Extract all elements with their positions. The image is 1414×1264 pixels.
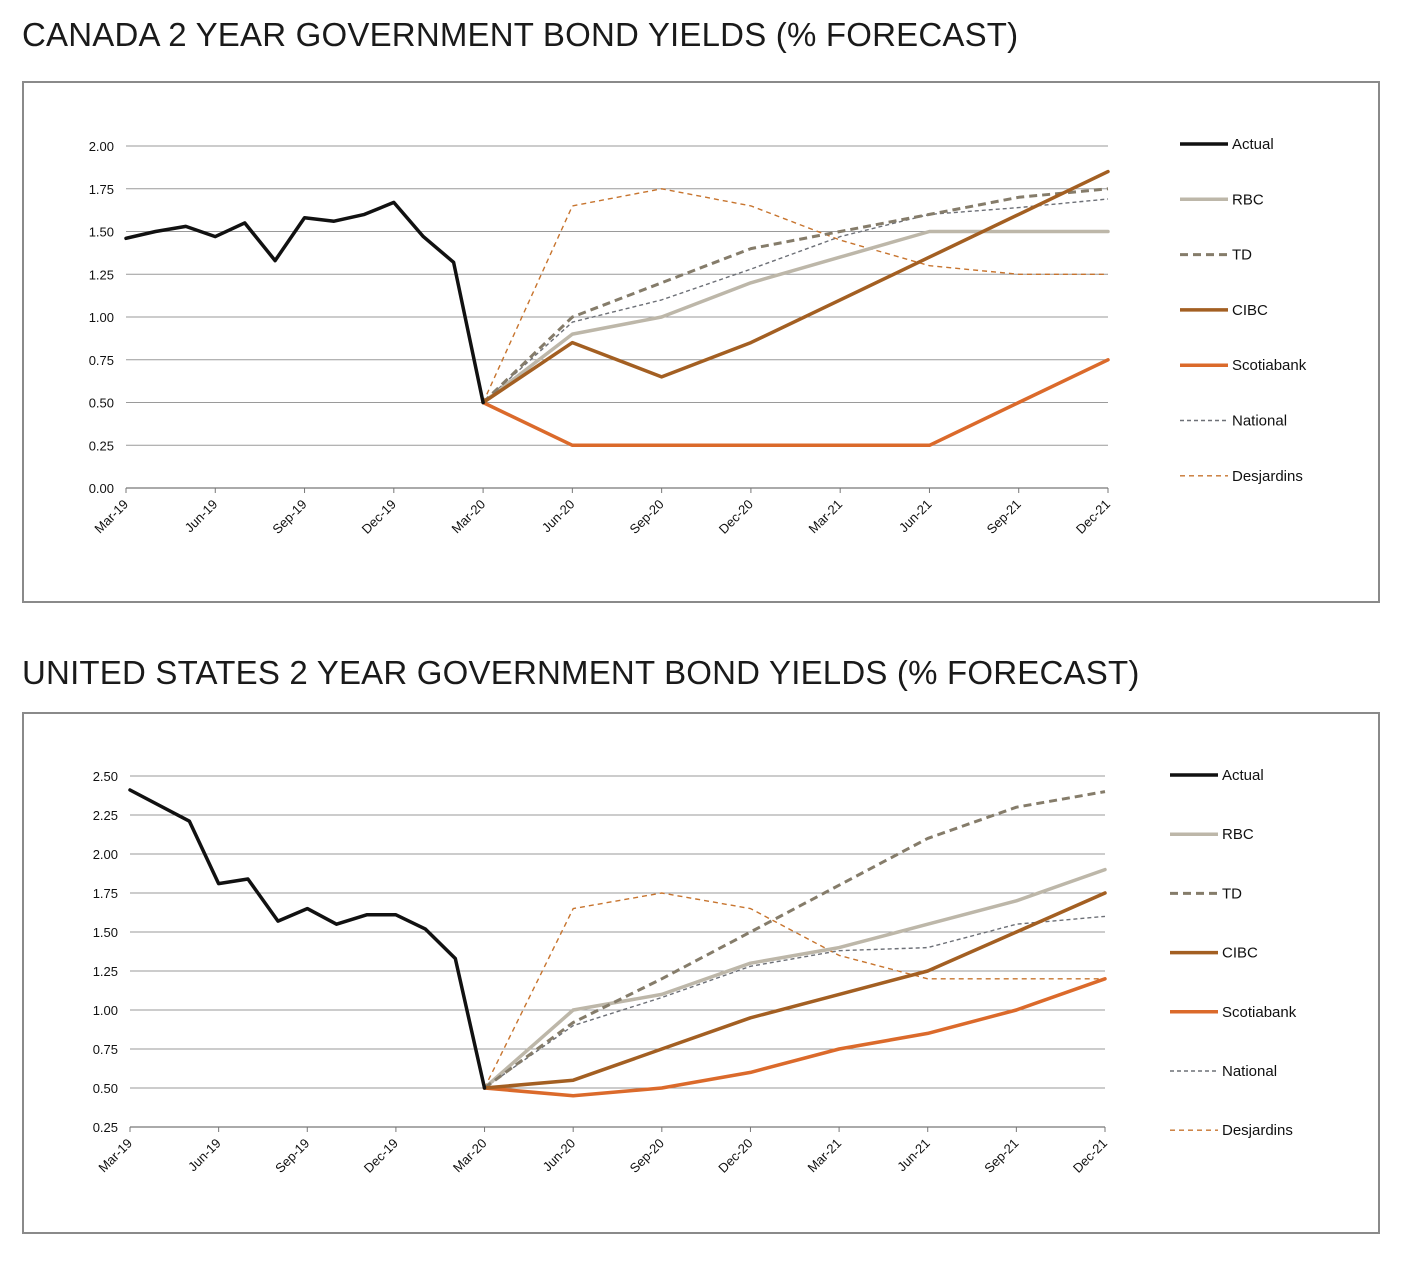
canada-series-rbc xyxy=(481,229,1110,405)
canada-legend-label-national: National xyxy=(1232,413,1287,430)
us-y-tick-label: 2.00 xyxy=(93,847,118,862)
us-chart-title: UNITED STATES 2 YEAR GOVERNMENT BOND YIE… xyxy=(22,654,1140,691)
us-legend-label-rbc: RBC xyxy=(1222,826,1254,843)
us-series-scotiabank xyxy=(482,977,1107,1098)
us-series-cibc xyxy=(482,891,1107,1090)
canada-y-tick-label: 0.00 xyxy=(89,481,114,496)
us-legend: Actual RBC TD CIBC Scotiabank National Desjard… xyxy=(1170,767,1297,1139)
canada-chart-title: CANADA 2 YEAR GOVERNMENT BOND YIELDS (% … xyxy=(22,16,1019,53)
canada-x-tick-label: Dec-20 xyxy=(716,497,756,537)
us-y-tick-label: 0.75 xyxy=(93,1042,118,1057)
us-x-tick-label: Jun-21 xyxy=(894,1136,933,1175)
us-y-tick-label: 1.25 xyxy=(93,964,118,979)
us-chart-panel: 0.25 0.50 0.75 1.00 1.25 1.50 1.75 2.00 2.25 2.50… xyxy=(22,712,1380,1234)
us-x-tick-label: Dec-20 xyxy=(715,1136,755,1176)
us-bond-yield-chart: 0.25 0.50 0.75 1.00 1.25 1.50 1.75 2.00 2.25 2.50… xyxy=(93,767,1297,1176)
canada-legend-label-td: TD xyxy=(1232,247,1252,264)
canada-gridlines xyxy=(126,145,1108,489)
us-series-td xyxy=(483,790,1106,1090)
canada-x-tick-label: Sep-20 xyxy=(627,497,667,537)
us-y-tick-label: 0.25 xyxy=(93,1120,118,1135)
us-x-tick-label: Jun-19 xyxy=(185,1136,224,1175)
canada-bond-yield-chart: 0.00 0.25 0.50 0.75 1.00 1.25 1.50 1.75 2.00 Mar-… xyxy=(89,136,1307,537)
canada-x-tick-label: Sep-21 xyxy=(984,497,1024,537)
canada-y-tick-label: 2.00 xyxy=(89,139,114,154)
canada-y-tick-label: 1.25 xyxy=(89,267,114,282)
canada-y-tick-label: 0.25 xyxy=(89,438,114,453)
us-x-tick-label: Mar-21 xyxy=(804,1136,844,1176)
canada-y-tick-label: 1.75 xyxy=(89,182,114,197)
us-y-tick-label: 1.75 xyxy=(93,886,118,901)
canada-legend-label-actual: Actual xyxy=(1232,136,1274,153)
us-x-tick-label: Dec-19 xyxy=(361,1136,401,1176)
us-x-tick-label: Sep-20 xyxy=(627,1136,667,1176)
us-series-actual xyxy=(128,788,487,1090)
canada-series-cibc xyxy=(481,169,1110,405)
canada-y-tick-label: 0.50 xyxy=(89,396,114,411)
canada-series-td xyxy=(482,187,1109,404)
canada-x-tick-label: Mar-20 xyxy=(448,497,488,537)
canada-legend-label-rbc: RBC xyxy=(1232,191,1264,208)
us-x-tick-label: Dec-21 xyxy=(1070,1136,1110,1176)
us-legend-label-td: TD xyxy=(1222,885,1242,902)
us-legend-label-desjardins: Desjardins xyxy=(1222,1122,1293,1139)
us-legend-label-cibc: CIBC xyxy=(1222,945,1258,962)
us-x-tick-label: Sep-21 xyxy=(981,1136,1021,1176)
canada-x-tick-label: Mar-21 xyxy=(806,497,846,537)
canada-x-tick-label: Sep-19 xyxy=(269,497,309,537)
us-x-tick-label: Mar-20 xyxy=(450,1136,490,1176)
canada-chart-panel: 0.00 0.25 0.50 0.75 1.00 1.25 1.50 1.75 2.00 Mar-… xyxy=(22,81,1380,603)
us-y-tick-label: 2.50 xyxy=(93,769,118,784)
canada-series-actual xyxy=(124,200,485,405)
canada-x-tick-label: Dec-21 xyxy=(1073,497,1113,537)
canada-y-tick-label: 1.00 xyxy=(89,310,114,325)
canada-x-tick-label: Dec-19 xyxy=(359,497,399,537)
canada-x-tick-label: Mar-19 xyxy=(91,497,131,537)
canada-x-tick-label: Jun-19 xyxy=(182,497,221,536)
us-y-tick-label: 1.50 xyxy=(93,925,118,940)
canada-x-tick-label: Jun-21 xyxy=(896,497,935,536)
canada-y-tick-label: 0.75 xyxy=(89,353,114,368)
us-legend-label-actual: Actual xyxy=(1222,767,1264,784)
us-series-desjardins xyxy=(483,892,1105,1089)
us-y-tick-label: 1.00 xyxy=(93,1003,118,1018)
canada-legend-label-desjardins: Desjardins xyxy=(1232,468,1303,485)
canada-legend-label-scotiabank: Scotiabank xyxy=(1232,357,1307,374)
canada-y-tick-label: 1.50 xyxy=(89,225,114,240)
canada-series-national xyxy=(482,198,1109,404)
us-legend-label-scotiabank: Scotiabank xyxy=(1222,1004,1297,1021)
us-series-rbc xyxy=(482,867,1107,1090)
us-x-tick-label: Mar-19 xyxy=(95,1136,135,1176)
canada-series-desjardins xyxy=(482,188,1108,403)
canada-x-tick-label: Jun-20 xyxy=(539,497,578,536)
us-x-tick-label: Sep-19 xyxy=(272,1136,312,1176)
us-x-tick-label: Jun-20 xyxy=(540,1136,579,1175)
canada-series-scotiabank xyxy=(481,358,1110,448)
us-y-tick-label: 0.50 xyxy=(93,1081,118,1096)
us-gridlines xyxy=(130,775,1105,1128)
canada-legend-label-cibc: CIBC xyxy=(1232,302,1268,319)
canada-legend: Actual RBC TD CIBC Scotiabank National Desjard… xyxy=(1180,136,1307,485)
us-legend-label-national: National xyxy=(1222,1063,1277,1080)
us-y-tick-label: 2.25 xyxy=(93,808,118,823)
